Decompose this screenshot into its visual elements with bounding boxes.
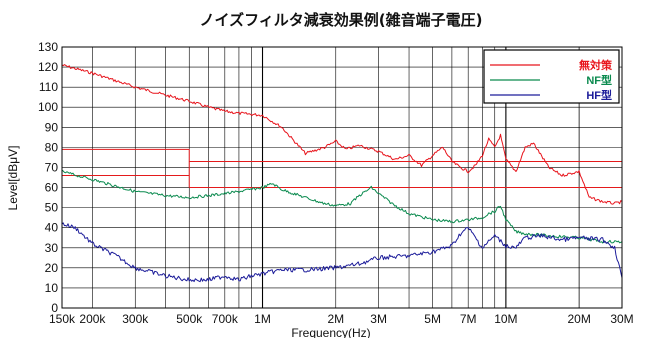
x-axis-label: Frequency(Hz) [291, 326, 370, 338]
series-line-0 [61, 64, 623, 205]
legend-label-0: 無対策 [579, 58, 613, 72]
x-tick-label: 300k [122, 312, 149, 326]
y-tick-label: 30 [45, 241, 59, 255]
y-tick-label: 70 [45, 160, 59, 174]
y-tick-label: 90 [45, 120, 59, 134]
series-line-1 [61, 169, 623, 244]
x-tick-label: 10M [494, 312, 517, 326]
y-tick-label: 110 [39, 80, 58, 94]
y-tick-label: 130 [38, 40, 58, 54]
legend-box [483, 49, 620, 104]
x-tick-label: 1M [254, 312, 271, 326]
x-tick-label: 200k [79, 312, 106, 326]
y-tick-label: 100 [38, 100, 58, 114]
legend-label-2: HF型 [586, 88, 612, 102]
y-tick-label: 0 [51, 301, 58, 315]
x-tick-label: 500k [176, 312, 203, 326]
legend-label-1: NF型 [586, 73, 612, 87]
y-tick-label: 50 [45, 201, 59, 215]
y-tick-label: 120 [38, 60, 58, 74]
y-tick-labels: 0 10 20 30 40 50 60 70 80 90 100 110 120 130 [38, 40, 58, 315]
x-tick-label: 30M [610, 312, 633, 326]
x-tick-label: 5M [424, 312, 441, 326]
y-tick-label: 40 [45, 221, 59, 235]
x-tick-label: 7M [460, 312, 477, 326]
y-tick-label: 20 [45, 261, 59, 275]
series-lines [61, 64, 623, 283]
y-tick-label: 60 [45, 181, 59, 195]
y-tick-label: 10 [45, 281, 59, 295]
y-tick-label: 80 [45, 140, 59, 154]
x-tick-label: 2M [327, 312, 344, 326]
x-tick-label: 3M [370, 312, 387, 326]
y-axis-label: Level[dBμV] [6, 146, 20, 211]
chart-title: ノイズフィルタ減衰効果例(雑音端子電圧) [200, 11, 483, 29]
series-line-2 [61, 222, 623, 283]
limit-lines [62, 148, 622, 189]
x-tick-label: 150k [49, 312, 76, 326]
plot-frame [61, 46, 623, 309]
x-tick-label: 20M [567, 312, 590, 326]
x-tick-label: 700k [212, 312, 239, 326]
x-tick-labels: 150k 200k 300k 500k 700k 1M 2M 3M 5M 7M 10M 20M 30M [49, 312, 634, 326]
